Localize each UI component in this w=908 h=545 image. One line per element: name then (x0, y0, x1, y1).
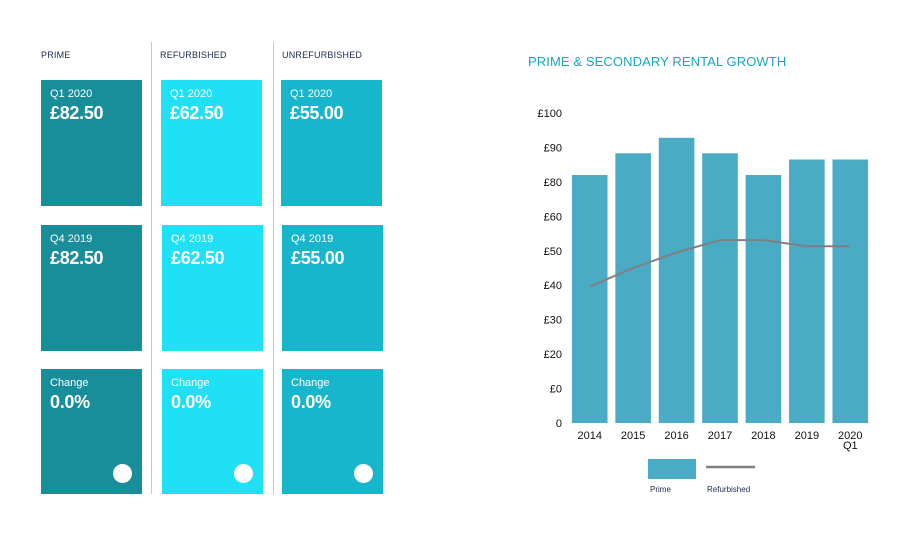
card-prime-change: Change 0.0% (41, 369, 142, 494)
bar-2020-q1 (832, 159, 869, 423)
y-tick-label: £50 (544, 246, 562, 258)
bar-2015 (615, 153, 651, 424)
card-label: Q4 2019 (50, 233, 93, 245)
card-refurbished-q1-2020: Q1 2020 £62.50 (161, 80, 262, 206)
card-refurbished-q4-2019: Q4 2019 £62.50 (162, 225, 263, 351)
y-tick-label: £90 (544, 142, 562, 154)
card-value: 0.0% (291, 392, 331, 412)
rental-growth-chart: 0 £0 £20 £30 £40 £50 £60 £80 £90 £100 2014 2015 2016… (538, 108, 869, 494)
card-label: Q1 2020 (170, 88, 213, 100)
legend-label-refurbished: Refurbished (707, 485, 750, 494)
x-tick-label: Q1 (843, 440, 858, 452)
column-head-prime: PRIME (41, 50, 71, 60)
legend-swatch-prime (648, 459, 696, 479)
legend-label-prime: Prime (650, 485, 671, 494)
column-head-refurbished: REFURBISHED (160, 50, 227, 60)
bar-2017 (702, 153, 738, 424)
x-tick-label: 2018 (751, 430, 775, 442)
x-tick-label: 2015 (621, 430, 645, 442)
x-tick-label: 2017 (708, 430, 732, 442)
card-value: £62.50 (171, 248, 225, 268)
y-tick-label: £100 (538, 108, 562, 120)
y-tick-label: £80 (544, 177, 562, 189)
x-tick-label: 2019 (795, 430, 819, 442)
card-unrefurbished-q1-2020: Q1 2020 £55.00 (281, 80, 382, 206)
y-tick-label: £20 (544, 349, 562, 361)
card-prime-q1-2020: Q1 2020 £82.50 (41, 80, 142, 206)
card-value: 0.0% (50, 392, 90, 412)
x-tick-label: 2014 (577, 430, 601, 442)
card-unrefurbished-change: Change 0.0% (282, 369, 383, 494)
column-divider (151, 42, 152, 494)
status-dot-icon (234, 464, 253, 483)
bar-2014 (571, 175, 608, 423)
card-prime-q4-2019: Q4 2019 £82.50 (41, 225, 142, 351)
card-value: £55.00 (290, 103, 344, 123)
card-label: Change (171, 377, 210, 389)
card-label: Change (50, 377, 89, 389)
card-label: Q4 2019 (291, 233, 334, 245)
bar-2019 (789, 159, 825, 423)
card-value: £55.00 (291, 248, 345, 268)
y-tick-label: £60 (544, 211, 562, 223)
status-dot-icon (354, 464, 373, 483)
card-label: Change (291, 377, 330, 389)
bar-2018 (745, 175, 782, 423)
column-divider (273, 42, 274, 494)
card-label: Q1 2020 (290, 88, 333, 100)
column-head-unrefurbished: UNREFURBISHED (282, 50, 363, 60)
status-dot-icon (113, 464, 132, 483)
y-tick-label: 0 (556, 418, 562, 430)
card-value: £82.50 (50, 248, 104, 268)
card-value: 0.0% (171, 392, 211, 412)
card-value: £62.50 (170, 103, 224, 123)
y-tick-label: £30 (544, 315, 562, 327)
y-tick-label: £0 (550, 384, 562, 396)
card-refurbished-change: Change 0.0% (162, 369, 263, 494)
card-value: £82.50 (50, 103, 104, 123)
card-unrefurbished-q4-2019: Q4 2019 £55.00 (282, 225, 383, 351)
bar-2016 (658, 137, 695, 424)
card-label: Q1 2020 (50, 88, 93, 100)
refurbished-line (589, 239, 851, 288)
y-tick-label: £40 (544, 280, 562, 292)
x-tick-label: 2020 (838, 430, 862, 442)
card-label: Q4 2019 (171, 233, 214, 245)
chart-title: PRIME & SECONDARY RENTAL GROWTH (528, 54, 787, 69)
x-tick-label: 2016 (664, 430, 688, 442)
